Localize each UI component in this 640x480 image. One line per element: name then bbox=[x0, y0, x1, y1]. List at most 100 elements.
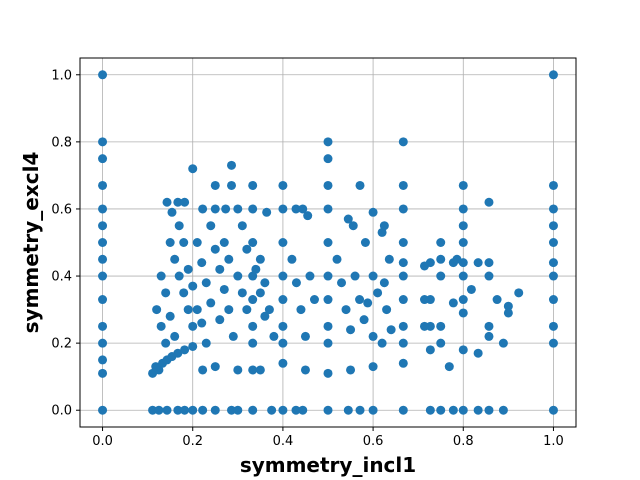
scatter-point bbox=[346, 365, 356, 375]
scatter-point bbox=[323, 204, 333, 214]
scatter-point bbox=[355, 295, 365, 305]
scatter-point bbox=[198, 204, 208, 214]
scatter-point bbox=[323, 154, 333, 164]
scatter-point bbox=[323, 271, 333, 281]
scatter-point bbox=[291, 405, 301, 415]
scatter-point bbox=[298, 204, 308, 214]
y-tick-label: 0.0 bbox=[51, 404, 72, 419]
scatter-point bbox=[98, 70, 108, 80]
scatter-point bbox=[197, 318, 207, 328]
scatter-point bbox=[332, 254, 342, 264]
scatter-point bbox=[548, 258, 558, 268]
scatter-point bbox=[384, 254, 394, 264]
x-tick-label: 0.6 bbox=[363, 434, 384, 449]
scatter-point bbox=[215, 264, 225, 274]
scatter-point bbox=[197, 258, 207, 268]
scatter-point bbox=[458, 238, 468, 247]
scatter-point bbox=[309, 295, 319, 305]
scatter-point bbox=[548, 180, 558, 190]
scatter-point bbox=[368, 271, 378, 281]
scatter-point bbox=[170, 254, 180, 264]
scatter-point bbox=[484, 271, 494, 281]
scatter-point bbox=[323, 321, 333, 331]
x-tick-label: 0.8 bbox=[453, 434, 474, 449]
scatter-point bbox=[192, 238, 202, 247]
scatter-point bbox=[291, 204, 301, 214]
scatter-point bbox=[379, 278, 389, 288]
scatter-point bbox=[436, 405, 446, 415]
scatter-point bbox=[398, 295, 408, 305]
scatter-point bbox=[448, 298, 458, 308]
scatter-point bbox=[188, 321, 198, 331]
scatter-point bbox=[165, 311, 175, 321]
scatter-point bbox=[233, 365, 243, 375]
scatter-point bbox=[248, 295, 258, 305]
scatter-point bbox=[248, 321, 258, 331]
scatter-point bbox=[227, 160, 237, 170]
y-tick-label: 0.6 bbox=[51, 202, 72, 217]
scatter-point bbox=[452, 254, 462, 264]
scatter-point bbox=[448, 405, 458, 415]
scatter-point bbox=[458, 204, 468, 214]
scatter-point bbox=[473, 258, 483, 268]
scatter-point bbox=[221, 204, 231, 214]
scatter-point bbox=[278, 238, 288, 247]
scatter-point bbox=[98, 295, 108, 305]
y-tick-label: 0.2 bbox=[51, 337, 72, 352]
scatter-point bbox=[248, 204, 258, 214]
scatter-point bbox=[373, 288, 383, 298]
scatter-point bbox=[228, 331, 238, 341]
scatter-point bbox=[548, 295, 558, 305]
scatter-point bbox=[343, 214, 353, 224]
scatter-point bbox=[173, 348, 183, 358]
scatter-point bbox=[151, 362, 161, 372]
scatter-point bbox=[98, 137, 108, 147]
scatter-point bbox=[201, 278, 211, 288]
x-tick-label: 0.4 bbox=[273, 434, 294, 449]
scatter-point bbox=[368, 207, 378, 217]
scatter-point bbox=[548, 405, 558, 415]
y-tick-label: 0.8 bbox=[51, 135, 72, 150]
scatter-point bbox=[355, 405, 365, 415]
scatter-point bbox=[398, 358, 408, 368]
scatter-point bbox=[161, 288, 171, 298]
scatter-point bbox=[350, 271, 360, 281]
scatter-point bbox=[458, 405, 468, 415]
scatter-point bbox=[303, 211, 313, 221]
scatter-point bbox=[188, 164, 198, 174]
scatter-point bbox=[248, 271, 258, 281]
scatter-point bbox=[323, 180, 333, 190]
scatter-point bbox=[262, 207, 272, 217]
scatter-point bbox=[188, 281, 198, 291]
scatter-point bbox=[419, 321, 429, 331]
scatter-point bbox=[98, 368, 108, 378]
scatter-point bbox=[346, 325, 356, 335]
scatter-point bbox=[398, 204, 408, 214]
scatter-point bbox=[233, 405, 243, 415]
scatter-point bbox=[436, 338, 446, 348]
axis-ticks: 0.0 0.2 0.4 0.6 0.8 1.0 0.0 0.2 0.4 0.6 0.8 1.0 bbox=[51, 68, 563, 449]
scatter-point bbox=[251, 264, 261, 274]
scatter-point bbox=[548, 271, 558, 281]
scatter-point bbox=[398, 258, 408, 268]
scatter-point bbox=[458, 221, 468, 231]
scatter-point bbox=[237, 221, 247, 231]
scatter-point bbox=[514, 288, 524, 298]
scatter-point bbox=[161, 338, 171, 348]
scatter-point bbox=[260, 311, 270, 321]
scatter-point bbox=[484, 331, 494, 341]
scatter-point bbox=[341, 305, 351, 315]
scatter-point bbox=[484, 321, 494, 331]
scatter-point bbox=[206, 298, 216, 308]
scatter-point bbox=[227, 180, 237, 190]
scatter-point bbox=[398, 338, 408, 348]
scatter-point bbox=[156, 321, 166, 331]
scatter-point bbox=[323, 405, 333, 415]
scatter-point bbox=[237, 288, 247, 298]
scatter-point bbox=[180, 405, 190, 415]
scatter-point bbox=[419, 295, 429, 305]
scatter-point bbox=[98, 271, 108, 281]
scatter-point bbox=[368, 331, 378, 341]
scatter-point bbox=[484, 258, 494, 268]
